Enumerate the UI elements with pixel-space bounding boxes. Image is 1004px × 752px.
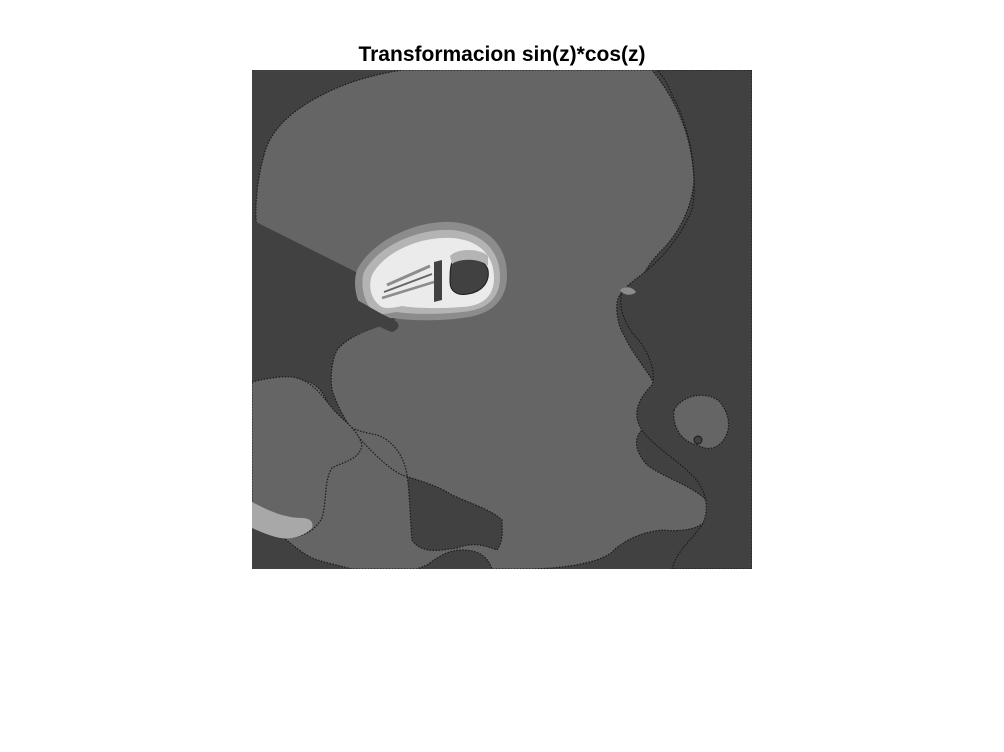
- transformed-image: [252, 70, 752, 569]
- light-mark-right: [620, 287, 636, 295]
- light-sliver-bottom-left: [252, 502, 313, 539]
- dark-dot-right: [693, 435, 703, 445]
- dark-wedge-left: [252, 220, 401, 382]
- crescent-streak-3: [381, 280, 435, 300]
- mid-blob-right: [673, 394, 730, 449]
- crescent-dark-tail: [352, 300, 399, 332]
- crescent-streak-1: [386, 264, 431, 287]
- figure-title: Transformacion sin(z)*cos(z): [358, 43, 646, 66]
- crescent-dark-notch: [434, 260, 442, 302]
- crescent-streak-2: [383, 273, 433, 293]
- image-axes: [252, 70, 752, 569]
- crescent-hole-rim: [450, 250, 488, 266]
- mid-blob-bottom-left: [252, 376, 363, 539]
